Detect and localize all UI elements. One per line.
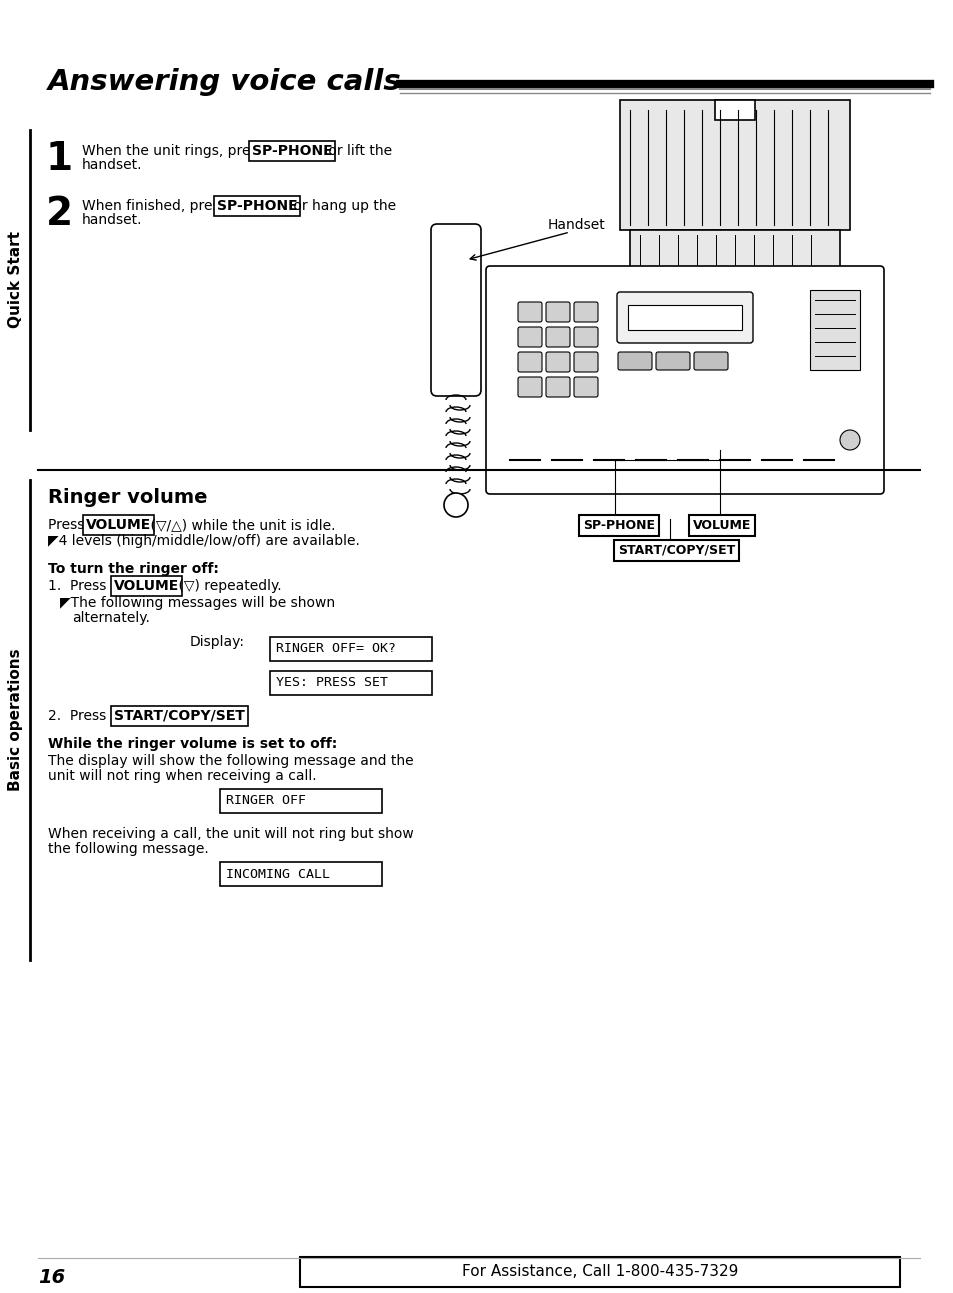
Text: SP-PHONE: SP-PHONE [582, 518, 655, 531]
FancyBboxPatch shape [656, 352, 689, 370]
Bar [619, 100, 849, 230]
Text: Answering voice calls: Answering voice calls [48, 69, 401, 96]
Text: VOLUME: VOLUME [692, 518, 751, 531]
FancyBboxPatch shape [574, 303, 598, 322]
Bar [270, 637, 432, 661]
FancyBboxPatch shape [517, 378, 541, 397]
Circle shape [840, 431, 859, 450]
Text: To turn the ringer off:: To turn the ringer off: [48, 562, 218, 575]
FancyBboxPatch shape [485, 266, 883, 494]
Text: unit will not ring when receiving a call.: unit will not ring when receiving a call… [48, 769, 316, 784]
Text: 2.  Press: 2. Press [48, 709, 111, 723]
Text: The display will show the following message and the: The display will show the following mess… [48, 754, 414, 768]
Text: 16: 16 [38, 1268, 65, 1287]
Text: INCOMING CALL: INCOMING CALL [226, 868, 330, 881]
Text: Handset: Handset [547, 219, 605, 231]
Text: the following message.: the following message. [48, 842, 209, 856]
Text: or lift the: or lift the [324, 144, 392, 158]
Bar [714, 100, 754, 120]
Text: Press: Press [48, 518, 89, 531]
Text: VOLUME: VOLUME [86, 518, 152, 531]
Text: START/COPY/SET: START/COPY/SET [113, 709, 245, 723]
FancyBboxPatch shape [517, 327, 541, 347]
Text: (▽/△) while the unit is idle.: (▽/△) while the unit is idle. [146, 518, 335, 531]
Text: Ringer volume: Ringer volume [48, 487, 208, 507]
FancyBboxPatch shape [693, 352, 727, 370]
Text: Basic operations: Basic operations [9, 649, 24, 791]
Text: 1.  Press: 1. Press [48, 579, 111, 593]
FancyBboxPatch shape [517, 303, 541, 322]
Bar [809, 290, 859, 370]
FancyBboxPatch shape [517, 352, 541, 372]
Bar [220, 789, 381, 813]
Bar [270, 671, 432, 696]
FancyBboxPatch shape [545, 303, 569, 322]
Text: While the ringer volume is set to off:: While the ringer volume is set to off: [48, 737, 337, 751]
FancyBboxPatch shape [574, 327, 598, 347]
Text: YES: PRESS SET: YES: PRESS SET [275, 676, 388, 689]
FancyBboxPatch shape [574, 352, 598, 372]
FancyBboxPatch shape [545, 352, 569, 372]
Circle shape [443, 493, 468, 517]
Text: 2: 2 [46, 195, 73, 233]
Text: (▽) repeatedly.: (▽) repeatedly. [173, 579, 281, 593]
FancyBboxPatch shape [545, 327, 569, 347]
Text: When receiving a call, the unit will not ring but show: When receiving a call, the unit will not… [48, 828, 414, 840]
Text: RINGER OFF= OK?: RINGER OFF= OK? [275, 643, 395, 656]
Text: ◤4 levels (high/middle/low/off) are available.: ◤4 levels (high/middle/low/off) are avai… [48, 534, 359, 548]
FancyBboxPatch shape [574, 378, 598, 397]
Bar [220, 862, 381, 886]
Bar [299, 1257, 899, 1287]
Bar [629, 230, 840, 270]
Text: or hang up the: or hang up the [289, 199, 395, 213]
Text: Quick Start: Quick Start [9, 231, 24, 328]
Text: START/COPY/SET: START/COPY/SET [618, 544, 735, 557]
Text: .: . [232, 709, 236, 723]
Text: handset.: handset. [82, 213, 142, 228]
Text: RINGER OFF: RINGER OFF [226, 794, 306, 808]
Text: 1: 1 [46, 140, 73, 178]
Text: VOLUME: VOLUME [113, 579, 179, 593]
Text: SP-PHONE: SP-PHONE [252, 144, 333, 158]
FancyBboxPatch shape [431, 224, 480, 396]
Text: SP-PHONE: SP-PHONE [216, 199, 297, 213]
Text: When the unit rings, press: When the unit rings, press [82, 144, 269, 158]
FancyBboxPatch shape [618, 352, 651, 370]
Text: handset.: handset. [82, 158, 142, 172]
Text: ◤The following messages will be shown: ◤The following messages will be shown [60, 596, 335, 610]
Text: For Assistance, Call 1-800-435-7329: For Assistance, Call 1-800-435-7329 [461, 1265, 738, 1280]
Bar [627, 305, 741, 330]
Text: Display:: Display: [190, 635, 245, 649]
FancyBboxPatch shape [545, 378, 569, 397]
Text: alternately.: alternately. [71, 612, 150, 625]
FancyBboxPatch shape [617, 292, 752, 343]
Text: When finished, press: When finished, press [82, 199, 231, 213]
